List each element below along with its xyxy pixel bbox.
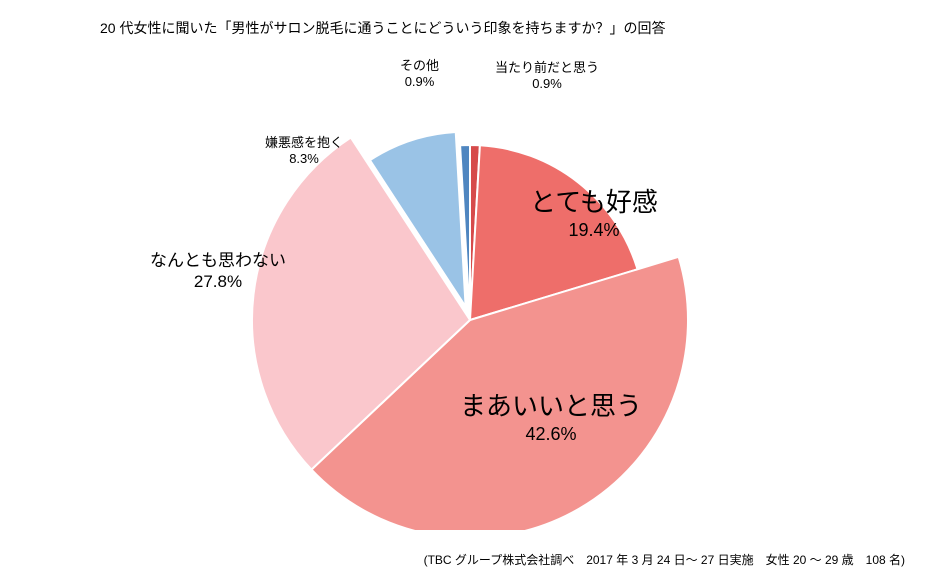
chart-title: 20 代女性に聞いた「男性がサロン脱毛に通うことにどういう印象を持ちますか？」の…	[100, 18, 665, 38]
pie-chart: 当たり前だと思う 0.9% とても好感 19.4% まあいいと思う 42.6% …	[160, 70, 780, 530]
chart-citation: (TBC グループ株式会社調べ 2017 年 3 月 24 日～ 27 日実施 …	[424, 551, 905, 568]
